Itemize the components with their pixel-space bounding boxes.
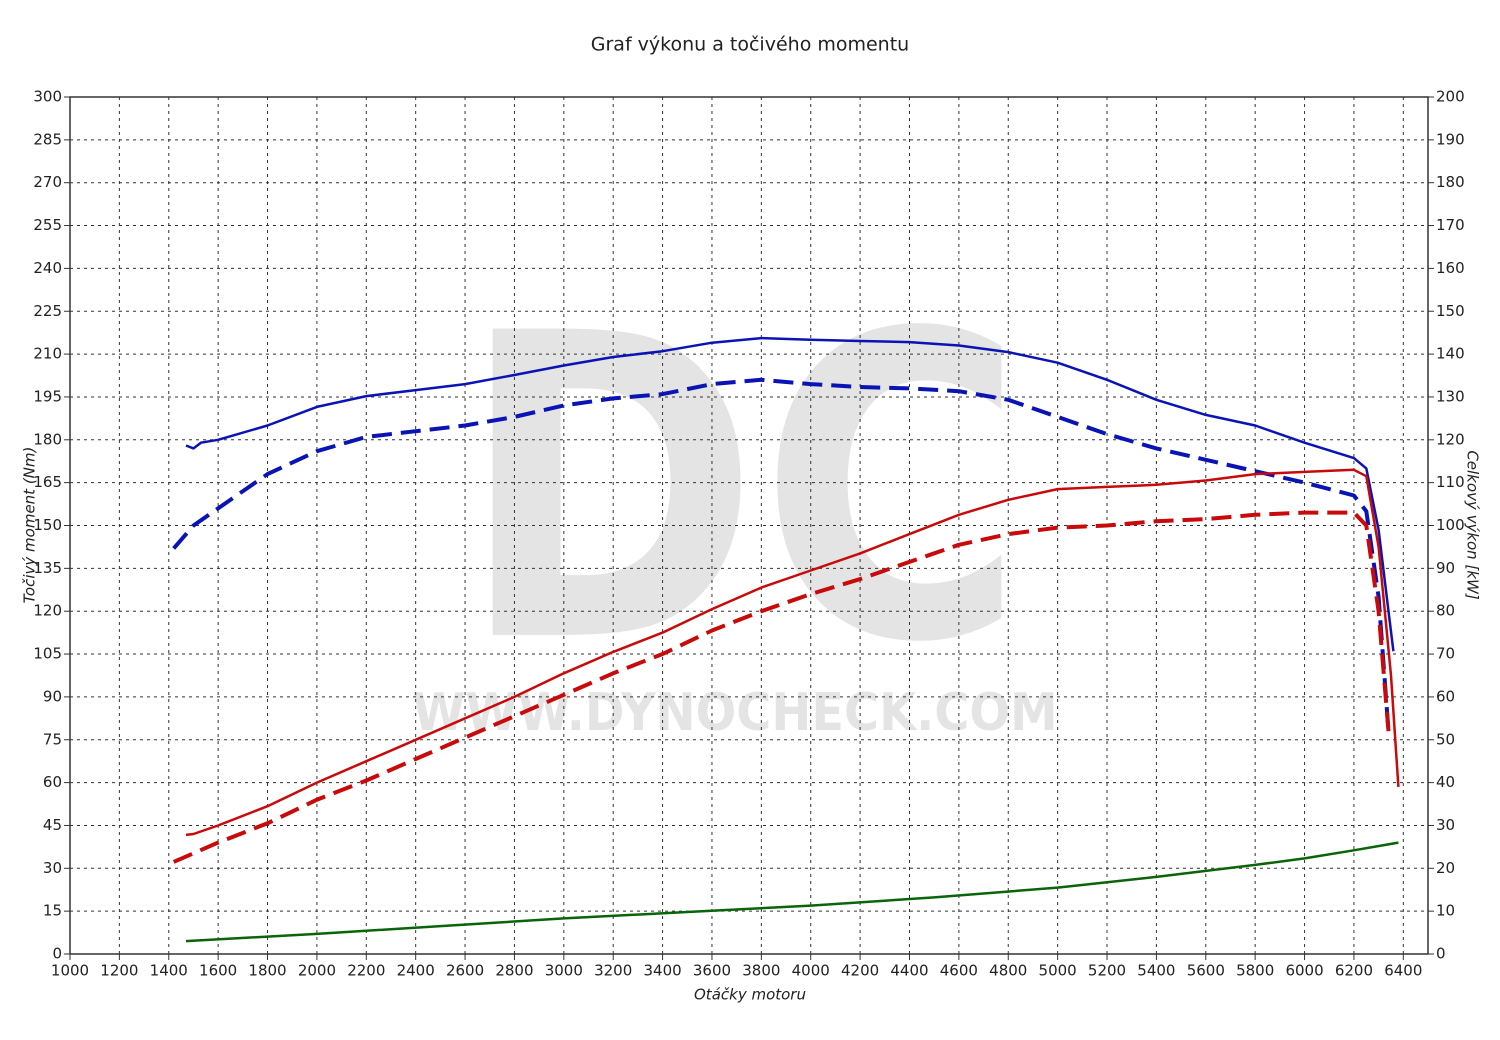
x-tick-label: 4000 [792,962,830,980]
y2-tick-label: 110 [1436,473,1465,491]
y-tick-label: 30 [43,859,62,877]
y2-tick-label: 140 [1436,345,1465,363]
y-tick-label: 150 [33,516,62,534]
y-tick-label: 210 [33,345,62,363]
y-tick-label: 15 [43,902,62,920]
y-tick-label: 225 [33,302,62,320]
y2-tick-label: 200 [1436,88,1465,106]
x-axis-title: Otáčky motoru [694,986,806,1004]
y-tick-label: 270 [33,173,62,191]
y2-tick-label: 170 [1436,216,1465,234]
y-tick-label: 120 [33,602,62,620]
y-tick-label: 75 [43,730,62,748]
x-tick-label: 1200 [100,962,138,980]
series-line [172,377,1391,732]
x-tick-label: 5600 [1187,962,1225,980]
watermark-logo: DC [460,246,1025,735]
y-tick-label: 45 [43,816,62,834]
y-tick-label: 180 [33,430,62,448]
y-axis-title: Točivý moment (Nm) [21,447,39,604]
watermark-url: WWW.DYNOCHECK.COM [413,683,1058,743]
y2-tick-label: 160 [1436,259,1465,277]
x-tick-label: 3200 [594,962,632,980]
y-tick-label: 135 [33,559,62,577]
x-tick-label: 2200 [347,962,385,980]
x-tick-label: 5800 [1236,962,1274,980]
y-tick-label: 90 [43,687,62,705]
y-tick-label: 105 [33,645,62,663]
series-line [172,510,1391,864]
y-tick-label: 300 [33,88,62,106]
x-tick-label: 4200 [841,962,879,980]
y2-tick-label: 190 [1436,130,1465,148]
x-tick-label: 6400 [1384,962,1422,980]
series-line [185,468,1400,837]
y2-tick-label: 30 [1436,816,1455,834]
x-tick-label: 6200 [1335,962,1373,980]
x-tick-label: 3400 [643,962,681,980]
y2-tick-label: 130 [1436,387,1465,405]
y-tick-label: 165 [33,473,62,491]
x-tick-label: 1400 [150,962,188,980]
x-tick-label: 4600 [940,962,978,980]
x-tick-label: 2800 [495,962,533,980]
x-tick-label: 5200 [1088,962,1126,980]
y-tick-label: 0 [52,945,62,963]
y-tick-label: 60 [43,773,62,791]
y2-tick-label: 10 [1436,902,1455,920]
y2-tick-label: 120 [1436,430,1465,448]
y2-tick-label: 20 [1436,859,1455,877]
y-tick-label: 195 [33,387,62,405]
y2-tick-label: 70 [1436,645,1455,663]
y2-tick-label: 0 [1436,945,1446,963]
series-line [185,336,1395,652]
y2-tick-label: 60 [1436,687,1455,705]
y-tick-label: 285 [33,130,62,148]
x-tick-label: 2600 [446,962,484,980]
y2-tick-label: 150 [1436,302,1465,320]
x-tick-label: 5000 [1039,962,1077,980]
y2-tick-label: 80 [1436,602,1455,620]
chart-title: Graf výkonu a točivého momentu [591,34,909,56]
x-tick-label: 6000 [1285,962,1323,980]
x-tick-label: 3800 [742,962,780,980]
x-tick-label: 5400 [1137,962,1175,980]
y2-tick-label: 40 [1436,773,1455,791]
x-tick-label: 1600 [199,962,237,980]
x-tick-label: 3000 [545,962,583,980]
x-tick-label: 4400 [890,962,928,980]
x-tick-label: 1000 [51,962,89,980]
series-line [185,841,1399,943]
x-tick-label: 3600 [693,962,731,980]
y2-axis-title: Celkový výkon [kW] [1464,450,1482,600]
x-tick-label: 4800 [989,962,1027,980]
y2-tick-label: 100 [1436,516,1465,534]
y-tick-label: 240 [33,259,62,277]
y2-tick-label: 180 [1436,173,1465,191]
x-tick-label: 2400 [397,962,435,980]
y-tick-label: 255 [33,216,62,234]
x-tick-label: 1800 [248,962,286,980]
y2-tick-label: 90 [1436,559,1455,577]
x-tick-label: 2000 [298,962,336,980]
y2-tick-label: 50 [1436,730,1455,748]
